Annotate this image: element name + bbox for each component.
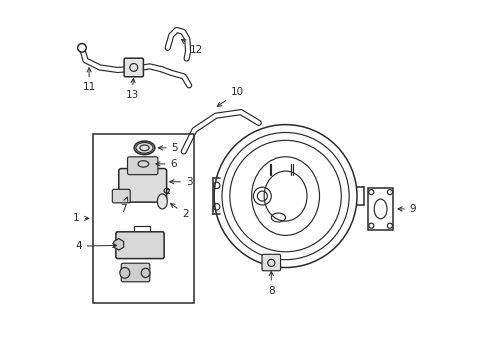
FancyBboxPatch shape	[119, 168, 166, 202]
FancyBboxPatch shape	[121, 263, 149, 282]
Circle shape	[78, 44, 86, 52]
Text: 5: 5	[158, 143, 178, 153]
Text: 7: 7	[120, 197, 127, 213]
Ellipse shape	[120, 267, 130, 278]
Text: 8: 8	[267, 271, 274, 296]
Ellipse shape	[134, 141, 155, 155]
Text: 9: 9	[397, 204, 416, 214]
Text: 2: 2	[170, 204, 188, 219]
Text: 12: 12	[181, 39, 203, 55]
Ellipse shape	[157, 194, 167, 209]
FancyBboxPatch shape	[112, 189, 130, 203]
FancyBboxPatch shape	[124, 58, 143, 77]
Text: 13: 13	[125, 78, 138, 100]
Ellipse shape	[134, 158, 152, 170]
Bar	[93, 134, 194, 303]
Text: 10: 10	[217, 87, 244, 106]
Ellipse shape	[141, 268, 149, 278]
Bar	[367, 188, 393, 230]
Text: 6: 6	[156, 159, 177, 169]
FancyBboxPatch shape	[127, 157, 158, 175]
Text: 4: 4	[75, 241, 117, 251]
Text: 1: 1	[73, 213, 89, 224]
FancyBboxPatch shape	[262, 254, 280, 271]
FancyBboxPatch shape	[116, 232, 164, 258]
Text: 3: 3	[169, 177, 192, 187]
Text: 11: 11	[82, 68, 96, 92]
